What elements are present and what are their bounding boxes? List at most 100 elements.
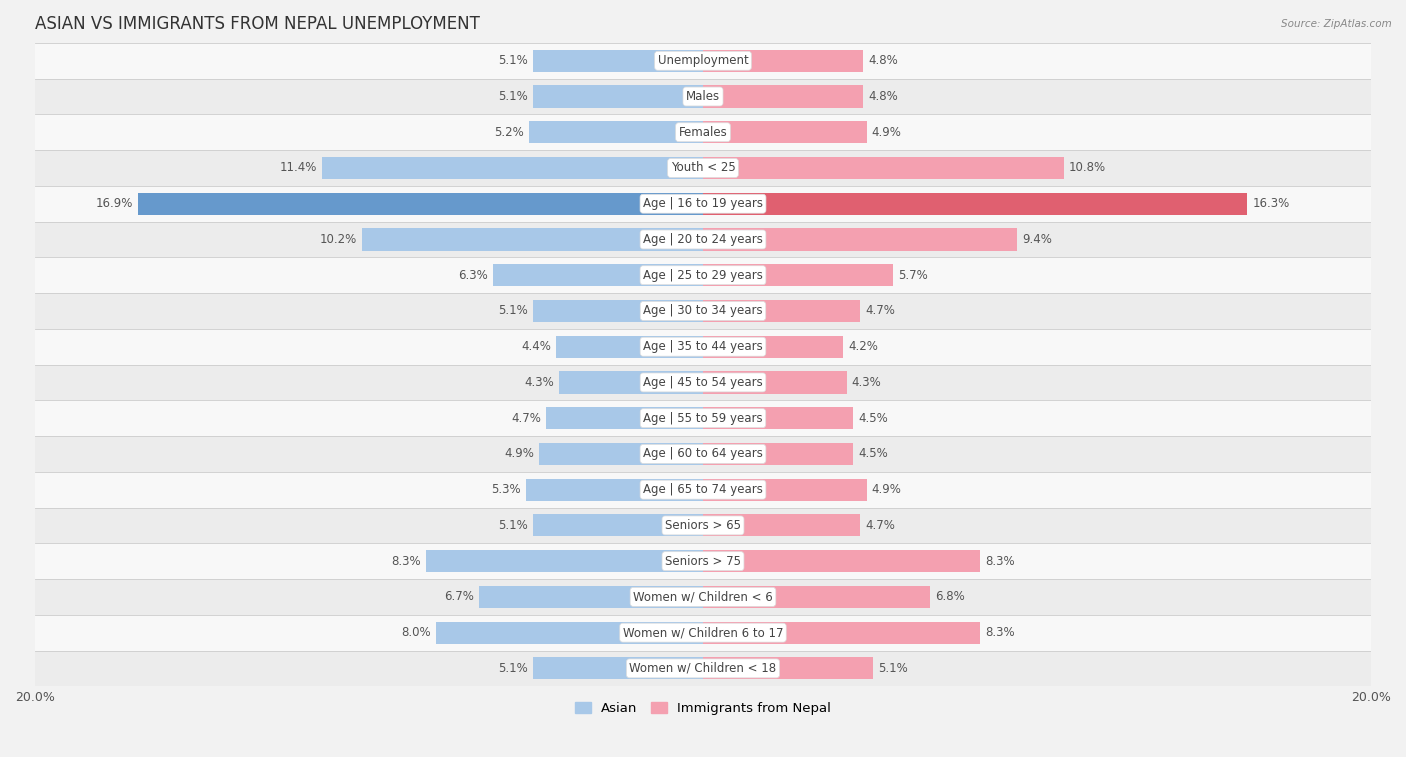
Text: Age | 55 to 59 years: Age | 55 to 59 years: [643, 412, 763, 425]
Text: 4.3%: 4.3%: [852, 376, 882, 389]
Text: Females: Females: [679, 126, 727, 139]
Text: 5.3%: 5.3%: [491, 483, 522, 496]
Bar: [526, 478, 703, 500]
Bar: [703, 50, 863, 72]
Text: 8.3%: 8.3%: [986, 555, 1015, 568]
Bar: [35, 436, 1371, 472]
Text: Males: Males: [686, 90, 720, 103]
Bar: [703, 121, 866, 143]
Bar: [546, 407, 703, 429]
Text: Women w/ Children < 6: Women w/ Children < 6: [633, 590, 773, 603]
Text: 16.9%: 16.9%: [96, 198, 134, 210]
Text: 8.3%: 8.3%: [986, 626, 1015, 639]
Bar: [35, 150, 1371, 186]
Bar: [703, 372, 846, 394]
Bar: [35, 472, 1371, 507]
Bar: [35, 79, 1371, 114]
Bar: [703, 478, 866, 500]
Bar: [35, 222, 1371, 257]
Bar: [138, 192, 703, 215]
Text: 5.2%: 5.2%: [495, 126, 524, 139]
Text: 4.7%: 4.7%: [865, 519, 894, 532]
Text: 6.8%: 6.8%: [935, 590, 965, 603]
Bar: [703, 621, 980, 643]
Bar: [533, 657, 703, 680]
Text: Seniors > 75: Seniors > 75: [665, 555, 741, 568]
Bar: [426, 550, 703, 572]
Bar: [703, 335, 844, 358]
Bar: [703, 300, 860, 322]
Text: 4.8%: 4.8%: [869, 55, 898, 67]
Text: Age | 25 to 29 years: Age | 25 to 29 years: [643, 269, 763, 282]
Bar: [703, 586, 931, 608]
Text: 10.2%: 10.2%: [321, 233, 357, 246]
Text: 4.5%: 4.5%: [858, 412, 889, 425]
Text: Age | 65 to 74 years: Age | 65 to 74 years: [643, 483, 763, 496]
Text: 4.5%: 4.5%: [858, 447, 889, 460]
Text: 4.8%: 4.8%: [869, 90, 898, 103]
Text: 4.9%: 4.9%: [872, 126, 901, 139]
Bar: [35, 186, 1371, 222]
Bar: [555, 335, 703, 358]
Bar: [533, 300, 703, 322]
Text: 4.4%: 4.4%: [522, 340, 551, 354]
Bar: [436, 621, 703, 643]
Text: 5.1%: 5.1%: [498, 662, 527, 675]
Text: Unemployment: Unemployment: [658, 55, 748, 67]
Text: 6.7%: 6.7%: [444, 590, 474, 603]
Bar: [703, 86, 863, 107]
Bar: [35, 400, 1371, 436]
Bar: [560, 372, 703, 394]
Bar: [363, 229, 703, 251]
Bar: [703, 550, 980, 572]
Text: 5.1%: 5.1%: [498, 519, 527, 532]
Bar: [35, 507, 1371, 544]
Bar: [479, 586, 703, 608]
Bar: [35, 257, 1371, 293]
Text: Age | 60 to 64 years: Age | 60 to 64 years: [643, 447, 763, 460]
Bar: [35, 579, 1371, 615]
Bar: [35, 293, 1371, 329]
Text: Age | 20 to 24 years: Age | 20 to 24 years: [643, 233, 763, 246]
Bar: [35, 114, 1371, 150]
Text: Age | 30 to 34 years: Age | 30 to 34 years: [643, 304, 763, 317]
Bar: [35, 615, 1371, 650]
Text: Women w/ Children 6 to 17: Women w/ Children 6 to 17: [623, 626, 783, 639]
Bar: [35, 544, 1371, 579]
Text: Youth < 25: Youth < 25: [671, 161, 735, 174]
Legend: Asian, Immigrants from Nepal: Asian, Immigrants from Nepal: [575, 702, 831, 715]
Text: 6.3%: 6.3%: [458, 269, 488, 282]
Text: 4.3%: 4.3%: [524, 376, 554, 389]
Bar: [703, 407, 853, 429]
Text: 8.3%: 8.3%: [391, 555, 420, 568]
Text: 5.1%: 5.1%: [498, 90, 527, 103]
Bar: [703, 443, 853, 465]
Bar: [492, 264, 703, 286]
Bar: [533, 514, 703, 537]
Text: 11.4%: 11.4%: [280, 161, 318, 174]
Text: 5.1%: 5.1%: [879, 662, 908, 675]
Text: 4.2%: 4.2%: [848, 340, 879, 354]
Text: Age | 16 to 19 years: Age | 16 to 19 years: [643, 198, 763, 210]
Bar: [35, 329, 1371, 365]
Bar: [533, 86, 703, 107]
Text: Age | 35 to 44 years: Age | 35 to 44 years: [643, 340, 763, 354]
Text: 10.8%: 10.8%: [1069, 161, 1107, 174]
Text: 4.7%: 4.7%: [512, 412, 541, 425]
Text: Source: ZipAtlas.com: Source: ZipAtlas.com: [1281, 19, 1392, 29]
Bar: [703, 657, 873, 680]
Text: ASIAN VS IMMIGRANTS FROM NEPAL UNEMPLOYMENT: ASIAN VS IMMIGRANTS FROM NEPAL UNEMPLOYM…: [35, 15, 479, 33]
Bar: [703, 264, 893, 286]
Bar: [540, 443, 703, 465]
Bar: [35, 43, 1371, 79]
Bar: [703, 229, 1017, 251]
Bar: [703, 192, 1247, 215]
Bar: [35, 650, 1371, 687]
Text: 8.0%: 8.0%: [401, 626, 430, 639]
Bar: [533, 50, 703, 72]
Bar: [322, 157, 703, 179]
Text: Age | 45 to 54 years: Age | 45 to 54 years: [643, 376, 763, 389]
Text: 4.9%: 4.9%: [872, 483, 901, 496]
Text: 5.1%: 5.1%: [498, 304, 527, 317]
Bar: [703, 514, 860, 537]
